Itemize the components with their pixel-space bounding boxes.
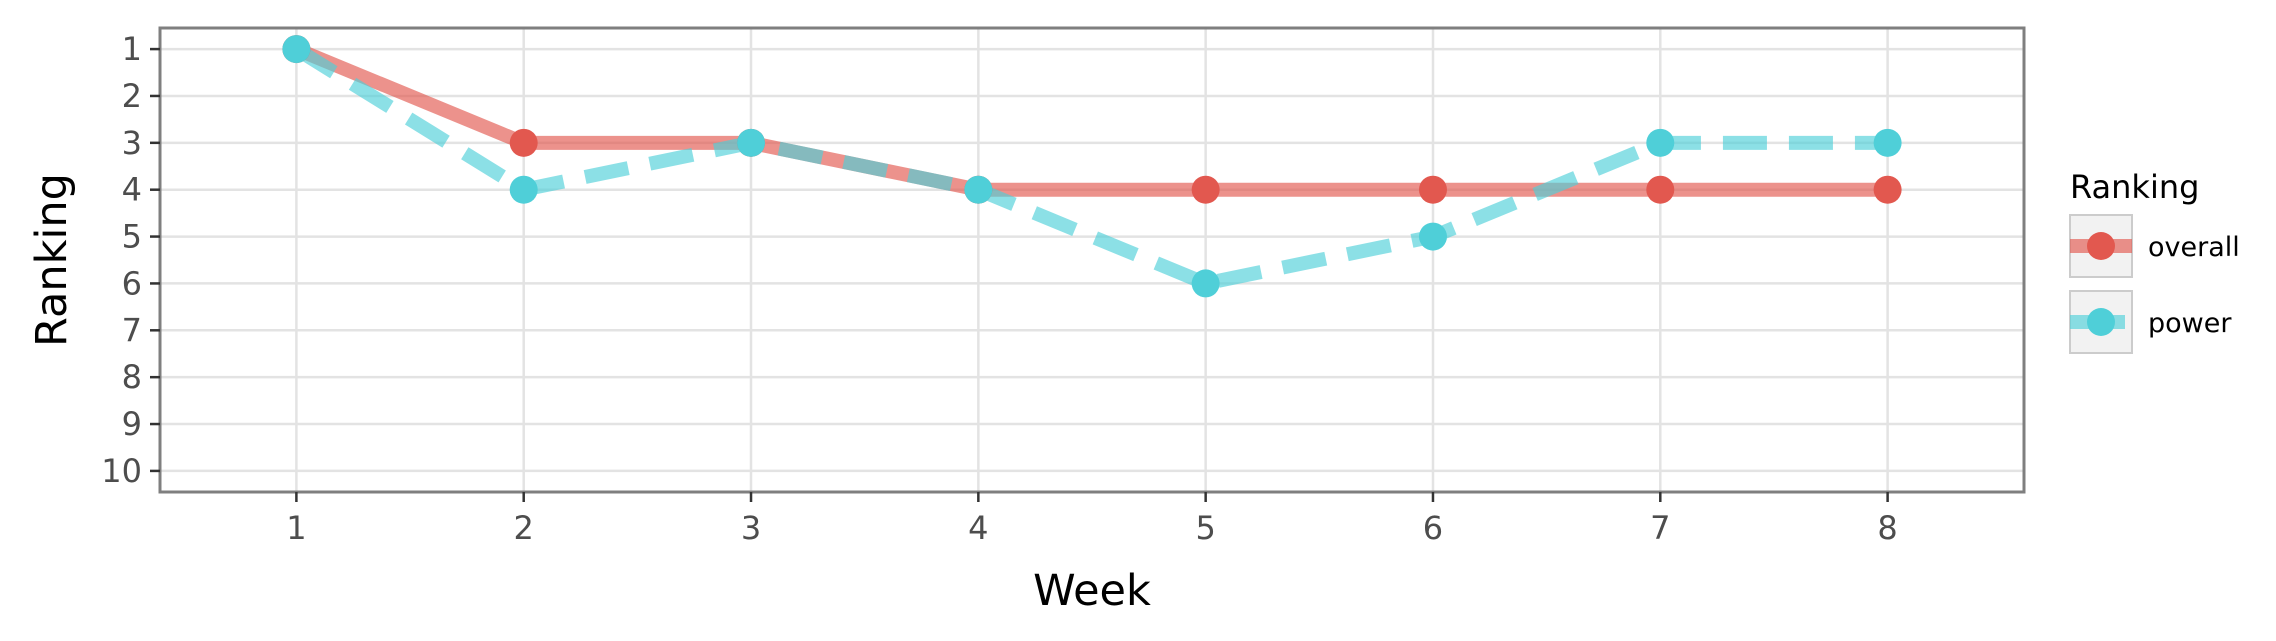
legend-label-overall: overall	[2148, 232, 2240, 263]
data-point-overall	[1191, 175, 1220, 204]
y-tick-label: 9	[122, 405, 142, 443]
y-tick-label: 1	[122, 30, 142, 68]
x-tick-label: 3	[741, 509, 761, 547]
legend-label-power: power	[2148, 308, 2232, 339]
data-point-power	[1646, 128, 1675, 157]
grid-lines	[160, 28, 2024, 492]
y-tick-label: 3	[122, 124, 142, 162]
legend: Ranking overall power	[2069, 168, 2240, 354]
plot-panel	[160, 28, 2024, 492]
y-tick-label: 2	[122, 77, 142, 115]
y-tick-label: 4	[122, 171, 142, 209]
y-tick-label: 6	[122, 264, 142, 302]
x-tick-label: 7	[1650, 509, 1670, 547]
x-axis-title: Week	[1033, 566, 1151, 616]
data-point-power	[1873, 128, 1902, 157]
data-point-power	[964, 175, 993, 204]
x-tick-label: 2	[514, 509, 534, 547]
plot-border	[158, 26, 2026, 494]
y-tick-label: 10	[101, 452, 142, 490]
y-tick-label: 8	[122, 358, 142, 396]
series-layer	[282, 35, 1902, 298]
data-point-overall	[509, 128, 538, 157]
data-point-power	[282, 35, 311, 64]
data-point-overall	[1873, 175, 1902, 204]
series-line-overall	[293, 42, 1888, 197]
data-point-power	[1418, 222, 1447, 251]
data-point-overall	[1646, 175, 1675, 204]
data-point-power	[509, 175, 538, 204]
x-tick-label: 1	[286, 509, 306, 547]
data-point-overall	[1418, 175, 1447, 204]
x-tick-label: 4	[968, 509, 988, 547]
series-line-power	[292, 43, 1888, 291]
legend-title: Ranking	[2070, 168, 2199, 206]
legend-point-power	[2087, 308, 2115, 336]
x-tick-label: 8	[1877, 509, 1897, 547]
x-tick-label: 6	[1423, 509, 1443, 547]
y-axis-title: Ranking	[27, 173, 77, 347]
legend-point-overall	[2087, 232, 2115, 260]
axis-ticks: 1 2 3 4 5 6 7 8 9 10 1 2 3 4 5 6 7 8	[101, 30, 1898, 547]
data-point-power	[737, 128, 766, 157]
y-tick-label: 5	[122, 218, 142, 256]
y-tick-label: 7	[122, 311, 142, 349]
data-point-power	[1191, 269, 1220, 298]
x-tick-label: 5	[1195, 509, 1215, 547]
